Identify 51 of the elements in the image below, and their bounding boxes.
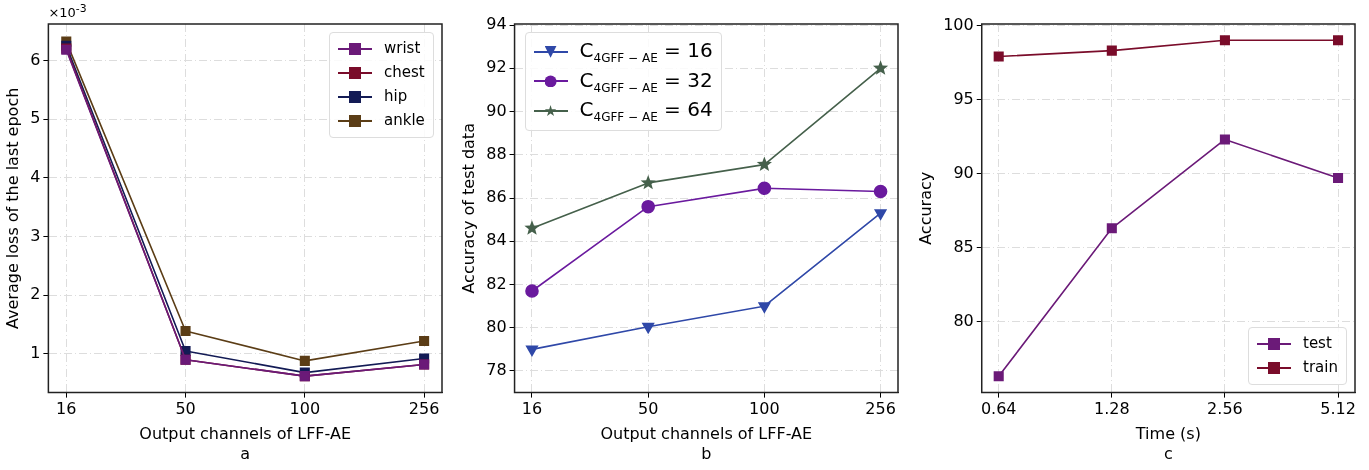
y-axis-title: Accuracy	[915, 171, 935, 245]
y-tick-label: 85	[953, 236, 974, 256]
y-tick-label: 5	[30, 108, 41, 128]
x-tick-label: 16	[521, 399, 543, 419]
x-tick-label: 0.64	[980, 399, 1017, 419]
x-axis-title: Output channels of LFF-AE	[139, 423, 352, 443]
y-tick-label: 86	[486, 187, 507, 207]
legend-label: chest	[384, 63, 425, 83]
y-tick-label: 84	[486, 230, 507, 250]
legend-label: test	[1303, 333, 1332, 354]
y-tick-label: 6	[30, 49, 41, 69]
y-tick-label: 82	[486, 273, 507, 293]
legend-label: ankle	[384, 111, 425, 131]
y-tick-label: 78	[486, 360, 507, 380]
y-tick-label: 80	[486, 316, 507, 336]
legend-label: C$_{4GFF − AE}$ = 16	[579, 37, 713, 67]
y-tick-label: 88	[486, 143, 507, 163]
y-tick-label: 90	[953, 162, 974, 182]
x-tick-label: 50	[638, 399, 659, 419]
x-tick-label: 50	[175, 399, 196, 419]
legend-label: hip	[384, 87, 408, 107]
x-axis-title: Time (s)	[1134, 423, 1201, 443]
x-tick-label: 100	[749, 399, 780, 419]
x-tick-label: 2.56	[1207, 399, 1243, 419]
text: b	[701, 444, 712, 463]
text: a	[240, 444, 251, 463]
y-tick-label: 90	[486, 100, 507, 120]
y-tick-label: 3	[30, 225, 41, 245]
text: ×10$^{-3}$	[48, 2, 87, 21]
x-axis-title: Output channels of LFF-AE	[600, 423, 813, 443]
x-tick-label: 100	[289, 399, 321, 419]
x-tick-label: 256	[865, 399, 896, 419]
y-tick-label: 100	[943, 14, 974, 34]
y-tick-label: 80	[953, 310, 974, 330]
y-axis-title: Average loss of the last epoch	[2, 87, 22, 329]
y-tick-label: 1	[30, 343, 41, 363]
legend-label: C$_{4GFF − AE}$ = 64	[579, 96, 713, 126]
x-tick-label: 256	[408, 399, 440, 419]
x-tick-label: 5.12	[1320, 399, 1356, 419]
y-tick-label: 4	[30, 166, 41, 186]
legend-label: C$_{4GFF − AE}$ = 32	[579, 66, 713, 97]
y-tick-label: 95	[953, 88, 974, 108]
text: c	[1163, 444, 1173, 463]
y-tick-label: 94	[486, 14, 507, 34]
y-tick-label: 92	[486, 57, 507, 77]
legend-label: train	[1303, 357, 1338, 378]
x-tick-label: 16	[56, 399, 77, 419]
legend-label: wrist	[384, 39, 421, 59]
y-tick-label: 2	[30, 284, 41, 304]
x-tick-label: 1.28	[1094, 399, 1130, 419]
y-axis-title: Accuracy of test data	[458, 123, 478, 294]
